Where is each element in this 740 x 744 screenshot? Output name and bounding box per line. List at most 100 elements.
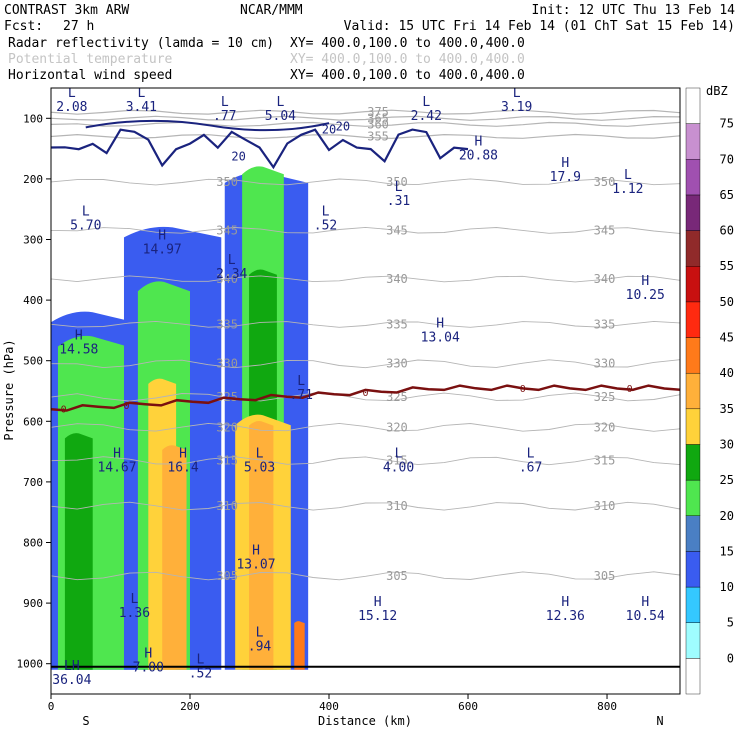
y-tick-label-1000: 1000 [17,658,44,671]
extremum-type-17: L [297,374,305,389]
extremum-value-17: .71 [289,388,312,403]
theta-label-350-2: 350 [594,175,616,189]
theta-label-315-2: 315 [594,454,616,468]
extremum-type-6: H [475,135,483,150]
y-tick-label-300: 300 [23,234,43,247]
wind-contour-label-0: 20 [231,150,245,164]
extremum-type-9: L [395,180,403,195]
extremum-value-9: .31 [387,194,410,209]
reflectivity-column-11 [249,421,274,670]
colorbar-swatch-13 [685,194,701,231]
extremum-type-22: L [527,447,535,462]
colorbar-label-5: 5 [727,616,734,630]
colorbar-label-25: 25 [720,473,734,487]
colorbar-swatch-4 [685,515,701,552]
colorbar-label-40: 40 [720,366,734,380]
extremum-type-4: L [422,95,430,110]
theta-contour-310 [51,501,680,511]
colorbar-swatch-15 [685,123,701,160]
extremum-value-19: 16.4 [167,461,198,476]
freezing-label-1: 0 [123,401,129,412]
extremum-value-2: .77 [213,109,236,124]
extremum-type-25: H [374,595,382,610]
colorbar-label-15: 15 [720,544,734,558]
extremum-value-31: 36.04 [52,673,91,688]
theta-label-325-1: 325 [386,390,408,404]
field-name-wind: Horizontal wind speed [8,68,172,83]
y-tick-label-800: 800 [23,537,43,550]
extremum-value-24: 1.36 [119,606,150,621]
extremum-value-25: 15.12 [358,609,397,624]
theta-contour-305 [51,571,680,581]
colorbar-label-65: 65 [720,188,734,202]
y-tick-label-100: 100 [23,112,43,125]
extremum-value-0: 2.08 [56,100,87,115]
extremum-type-13: L [228,253,236,268]
extremum-type-16: H [75,329,83,344]
colorbar-swatch-10 [685,301,701,338]
extremum-type-2: L [221,95,229,110]
extremum-value-23: 13.07 [236,558,275,573]
colorbar-swatch-0 [685,658,701,695]
colorbar-swatch-7 [685,408,701,445]
theta-contour-375 [51,109,680,115]
freezing-label-2: 0 [362,388,368,399]
colorbar-swatch-11 [685,266,701,303]
y-tick-label-200: 200 [23,173,43,186]
theta-label-310-0: 310 [216,499,238,513]
extremum-value-14: 10.25 [626,288,665,303]
theta-label-335-2: 335 [594,317,616,331]
extremum-value-4: 2.42 [411,109,442,124]
extremum-value-29: 7.00 [133,661,164,676]
extremum-type-24: L [130,592,138,607]
extremum-type-20: L [256,447,264,462]
colorbar-swatch-5 [685,479,701,516]
extremum-type-1: L [137,86,145,101]
extremum-value-10: 5.70 [70,218,101,233]
freezing-level-line [51,384,680,412]
extremum-value-30: .52 [189,667,212,682]
x-tick-label-600: 600 [458,700,478,713]
theta-label-355: 355 [367,129,389,143]
extremum-type-11: L [322,204,330,219]
field-name-theta: Potential temperature [8,52,173,67]
y-tick-label-400: 400 [23,294,43,307]
x-tick-label-200: 200 [180,700,200,713]
extremum-type-14: H [641,274,649,289]
field-xy-reflectivity: XY= 400.0,100.0 to 400.0,400.0 [290,36,525,51]
north-label: N [656,714,663,728]
colorbar-swatch-2 [685,586,701,623]
reflectivity-column-12 [294,621,305,670]
freezing-label-4: 0 [627,384,633,395]
extremum-type-28: L [256,625,264,640]
x-tick-label-0: 0 [48,700,55,713]
source-label: NCAR/MMM [240,3,303,18]
extremum-type-18: H [113,447,121,462]
model-title: CONTRAST 3km ARW [4,3,129,18]
colorbar: 0 5 10 15 20 25 30 35 40 45 50 55 60 65 70 75 [685,87,734,695]
y-axis-ticks: 100 200 300 400 500 600 700 800 900 1000 [17,112,51,671]
extremum-type-29: H [144,647,152,662]
colorbar-label-55: 55 [720,259,734,273]
extremum-type-30: L [197,653,205,668]
init-time: Init: 12 UTC Thu 13 Feb 14 [532,3,736,18]
valid-time: Valid: 15 UTC Fri 14 Feb 14 (01 ChT Sat … [344,19,735,34]
freezing-label-0: 0 [61,404,67,415]
extremum-type-3: L [276,95,284,110]
colorbar-swatch-9 [685,337,701,374]
extremum-type-23: H [252,544,260,559]
colorbar-swatch-14 [685,159,701,196]
extremum-value-3: 5.04 [265,109,296,124]
wind-contour-label-1: 20 [322,122,336,136]
extremum-type-7: H [561,156,569,171]
y-tick-label-900: 900 [23,597,43,610]
extremum-type-8: L [624,168,632,183]
theta-label-360: 360 [367,117,389,131]
theta-label-365: 365 [367,111,389,125]
extremum-value-13: 2.34 [216,267,247,282]
colorbar-label-70: 70 [720,152,734,166]
plot-frame [50,87,681,695]
y-axis-title: Pressure (hPa) [2,339,16,440]
